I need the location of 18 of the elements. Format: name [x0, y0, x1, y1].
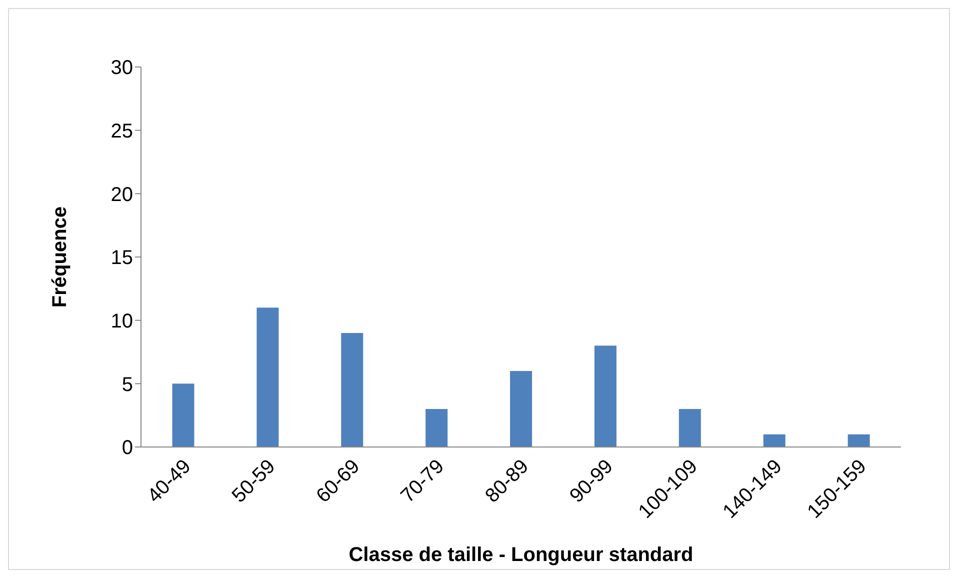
x-axis-title: Classe de taille - Longueur standard — [348, 544, 694, 566]
y-tick-label: 0 — [122, 437, 133, 460]
bar — [256, 308, 279, 447]
bar — [172, 384, 194, 447]
y-tick-label: 5 — [122, 374, 133, 396]
bar — [848, 434, 870, 447]
y-tick-label: 25 — [110, 120, 133, 142]
y-tick-label: 20 — [110, 184, 133, 206]
y-tick-label: 30 — [110, 57, 133, 80]
bar — [678, 409, 701, 447]
bar — [510, 371, 532, 447]
bar — [341, 333, 364, 447]
y-axis-title: Fréquence — [49, 206, 72, 308]
bar — [763, 434, 786, 447]
y-tick-label: 10 — [110, 310, 133, 332]
bar — [594, 346, 616, 447]
bar — [426, 409, 448, 447]
y-tick-label: 15 — [110, 247, 133, 270]
